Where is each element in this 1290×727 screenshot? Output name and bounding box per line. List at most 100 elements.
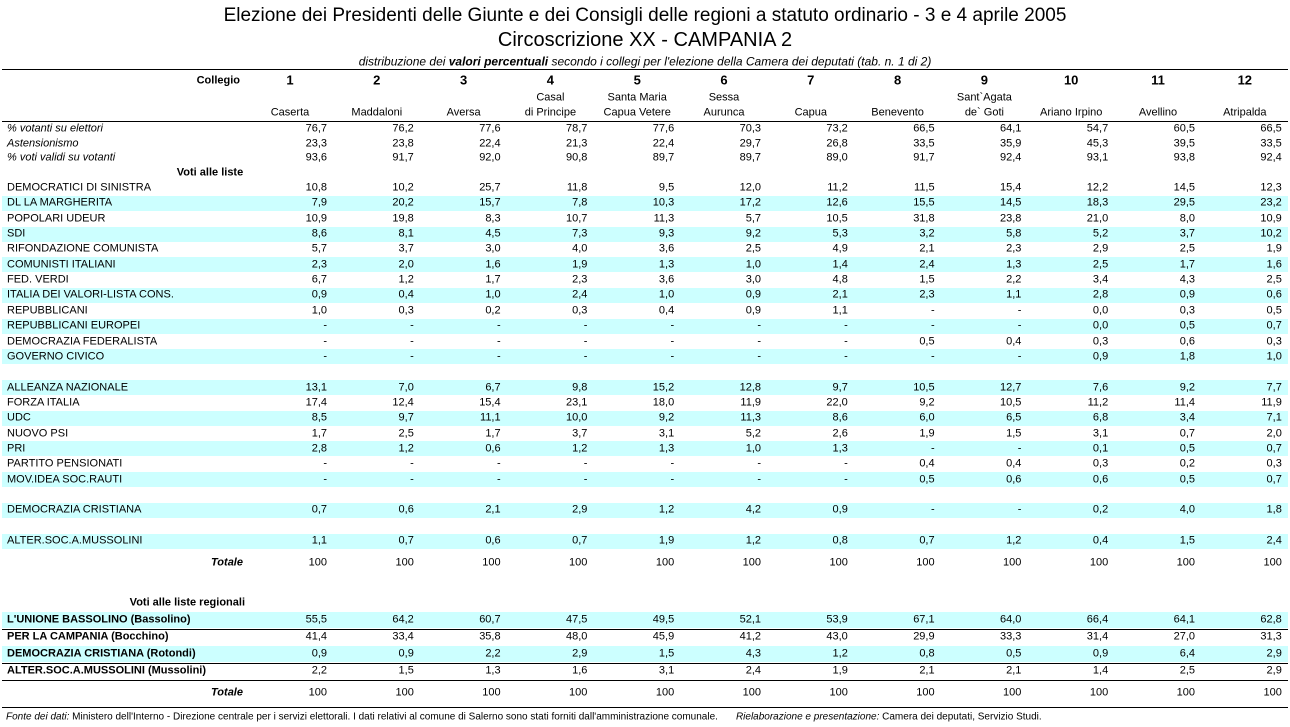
list-label: PRI <box>7 442 26 455</box>
list-label: DEMOCRATICI DI SINISTRA <box>7 181 152 194</box>
cell: 91,7 <box>392 151 414 164</box>
cell: - <box>323 457 327 470</box>
cell: 5,2 <box>1092 227 1109 240</box>
cell: 2,4 <box>919 258 935 271</box>
cell: 0,4 <box>919 457 935 470</box>
cell: 9,5 <box>658 181 675 194</box>
list-label: PARTITO PENSIONATI <box>7 457 123 470</box>
list-label: DEMOCRAZIA FEDERALISTA <box>7 335 158 347</box>
cell: 18,0 <box>652 396 675 409</box>
cell: 93,1 <box>1086 151 1109 164</box>
cell: - <box>670 350 675 363</box>
cell: 1,6 <box>485 258 501 271</box>
cell: 64,0 <box>999 613 1022 626</box>
row-band <box>2 441 1288 457</box>
column-name: Atripalda <box>1223 106 1267 119</box>
title: Elezione dei Presidenti delle Giunte e d… <box>223 5 1067 26</box>
total-label: Totale <box>211 686 243 699</box>
cell: 11,8 <box>566 181 588 194</box>
cell: - <box>410 350 414 363</box>
cell: 3,7 <box>1179 227 1195 240</box>
cell: - <box>496 350 501 363</box>
cell: 100 <box>829 556 848 569</box>
cell: 14,5 <box>999 196 1022 209</box>
cell: 100 <box>742 686 761 699</box>
cell: 18,3 <box>1086 196 1109 209</box>
cell: 0,4 <box>1092 534 1109 547</box>
column-name: Benevento <box>871 106 924 119</box>
cell: 100 <box>1263 556 1282 569</box>
column-number: 1 <box>286 72 294 88</box>
cell: 0,7 <box>398 534 414 547</box>
row-band <box>2 226 1288 242</box>
cell: 100 <box>1176 686 1195 699</box>
cell: 0,5 <box>1266 304 1282 317</box>
cell: 1,2 <box>398 442 414 455</box>
cell: 9,7 <box>398 411 414 424</box>
cell: 11,2 <box>1087 396 1109 409</box>
row-band <box>2 195 1288 211</box>
cell: 27,0 <box>1173 630 1195 643</box>
cell: 23,2 <box>1260 196 1282 209</box>
cell: 0,7 <box>1179 427 1195 440</box>
cell: 2,2 <box>1006 273 1022 286</box>
cell: 41,4 <box>305 630 327 643</box>
cell: 1,0 <box>311 304 327 317</box>
cell: 0,4 <box>658 304 675 317</box>
cell: 23,3 <box>305 137 327 149</box>
cell: - <box>757 335 761 347</box>
column-name: Ariano Irpino <box>1040 106 1103 119</box>
cell: 0,6 <box>485 534 501 547</box>
cell: 0,6 <box>485 442 501 455</box>
cell: 1,5 <box>1006 427 1022 440</box>
cell: 3,6 <box>658 273 675 286</box>
cell: 70,3 <box>739 122 761 135</box>
column-name: Avellino <box>1138 106 1178 119</box>
cell: 1,7 <box>1179 258 1195 271</box>
cell: - <box>583 335 588 347</box>
cell: 0,8 <box>919 647 935 660</box>
cell: 55,5 <box>305 613 327 626</box>
row-band <box>2 380 1288 396</box>
cell: 1,5 <box>658 647 675 660</box>
cell: 0,8 <box>832 534 848 547</box>
cell: - <box>1017 319 1022 332</box>
column-name: Caserta <box>270 106 310 119</box>
cell: 100 <box>1003 686 1022 699</box>
cell: 9,2 <box>658 411 675 424</box>
footer: Fonte dei dati: Ministero dell'Interno -… <box>6 711 1042 724</box>
column-name: Santa Maria <box>607 91 667 104</box>
cell: - <box>930 319 935 332</box>
list-label: REPUBBLICANI <box>7 304 88 317</box>
cell: 23,8 <box>392 137 414 149</box>
cell: 0,3 <box>1266 335 1282 347</box>
cell: 2,3 <box>919 288 935 301</box>
cell: 0,5 <box>1179 319 1195 332</box>
stat-label: Astensionismo <box>7 137 79 149</box>
cell: 8,6 <box>832 411 848 424</box>
cell: 0,9 <box>311 288 327 301</box>
cell: 100 <box>308 556 327 569</box>
cell: - <box>757 457 761 470</box>
cell: 43,0 <box>826 630 848 643</box>
cell: 1,0 <box>745 258 761 271</box>
cell: 0,5 <box>919 473 935 486</box>
cell: 93,6 <box>305 151 327 164</box>
cell: 7,9 <box>311 196 327 209</box>
cell: 0,7 <box>1266 473 1282 486</box>
cell: 7,8 <box>572 196 588 209</box>
cell: 2,5 <box>1179 242 1195 255</box>
cell: 33,3 <box>999 630 1022 643</box>
cell: 1,0 <box>485 288 501 301</box>
cell: 19,8 <box>392 212 414 225</box>
regional-label: L'UNIONE BASSOLINO (Bassolino) <box>7 613 191 626</box>
cell: 11,1 <box>480 411 501 424</box>
column-number: 9 <box>980 72 988 88</box>
cell: - <box>323 473 327 486</box>
cell: 0,6 <box>1266 288 1282 301</box>
cell: - <box>583 319 588 332</box>
cell: 100 <box>655 686 675 699</box>
cell: 2,1 <box>1006 664 1022 677</box>
cell: 8,5 <box>311 411 327 424</box>
cell: 0,2 <box>1179 457 1195 470</box>
